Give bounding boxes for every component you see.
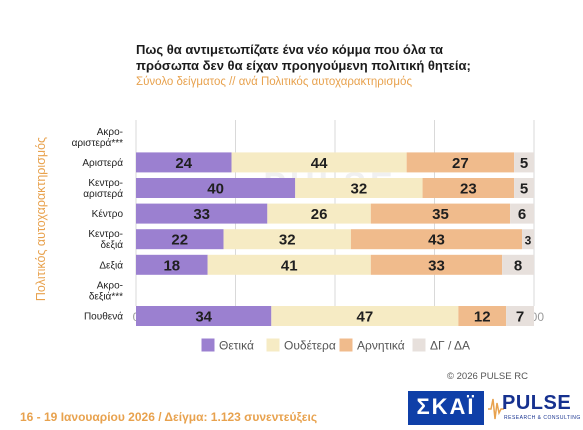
bar-segment <box>514 152 534 173</box>
data-label: 24 <box>175 155 192 172</box>
bar-segment <box>370 254 503 275</box>
data-label: 7 <box>516 309 524 326</box>
bar-segment <box>502 254 534 275</box>
bar-segment <box>207 254 371 275</box>
data-label: 26 <box>311 206 328 223</box>
skai-logo: ΣΚΑΪ <box>408 391 484 425</box>
category-label-line: Κεντρο- <box>88 178 123 189</box>
data-label: 32 <box>351 181 368 198</box>
category-label-line: Κέντρο <box>92 208 124 220</box>
category-label-line: Ακρο- <box>97 280 123 291</box>
data-label: 40 <box>207 181 224 198</box>
category-label: Αριστερά <box>82 157 123 169</box>
pulse-wave-icon <box>488 398 504 420</box>
legend-swatch <box>201 338 215 352</box>
category-label-line: δεξιά*** <box>89 290 123 302</box>
bar-segment <box>136 229 224 250</box>
bar-segment <box>510 203 534 224</box>
data-label: 43 <box>428 232 445 249</box>
bar-segment <box>370 203 511 224</box>
bar-segment <box>231 152 407 173</box>
data-label: 23 <box>460 181 477 198</box>
category-label-line: αριστερά*** <box>72 137 124 149</box>
category-label: Πουθενά <box>84 311 123 323</box>
category-label: Δεξιά <box>99 259 123 271</box>
bar-segment <box>223 229 351 250</box>
bar-segment <box>350 229 523 250</box>
bar-segment <box>406 152 515 173</box>
category-label: Κεντρο-αριστερά <box>83 178 123 200</box>
data-label: 22 <box>171 232 188 249</box>
y-axis-title: Πολιτικός αυτοχαρακτηρισμός <box>34 137 48 301</box>
bar-segment <box>295 178 423 198</box>
legend-swatch <box>266 338 280 352</box>
bar-segment <box>458 306 507 326</box>
data-label: 5 <box>520 181 528 198</box>
bar-segment <box>267 203 371 224</box>
category-label: Ακρο-δεξιά*** <box>89 280 123 302</box>
legend-swatch <box>339 338 353 352</box>
category-label: Ακρο-αριστερά*** <box>72 127 124 149</box>
data-label: 8 <box>514 257 522 274</box>
data-label: 34 <box>195 309 212 326</box>
chart-title: Πως θα αντιμετωπίζατε ένα νέο κόμμα που … <box>136 42 556 74</box>
copyright-text: © 2026 PULSE RC <box>447 371 528 382</box>
footer-survey-info: 16 - 19 Ιανουαρίου 2026 / Δείγμα: 1.123 … <box>20 410 318 424</box>
legend-label: Θετικά <box>219 339 254 353</box>
skai-logo-text: ΣΚΑΪ <box>416 394 476 419</box>
bar-segment <box>506 306 534 326</box>
data-label: 5 <box>520 155 528 172</box>
bar-segment <box>422 178 515 198</box>
data-label: 47 <box>357 309 374 326</box>
category-label-line: Κεντρο- <box>88 229 123 240</box>
bar-segment <box>136 152 232 173</box>
legend-swatch <box>412 338 426 352</box>
legend-label: Αρνητικά <box>357 339 405 353</box>
category-label-line: Πουθενά <box>84 311 123 323</box>
chart-title-line-1: Πως θα αντιμετωπίζατε ένα νέο κόμμα που … <box>136 42 443 57</box>
legend-label: Ουδέτερα <box>284 339 336 353</box>
bar-segment <box>136 306 272 326</box>
data-label: 44 <box>311 155 328 172</box>
bar-segment <box>514 178 534 198</box>
data-label: 6 <box>518 206 526 223</box>
bar-segment <box>522 229 534 250</box>
data-label: 18 <box>163 257 180 274</box>
category-label: Κέντρο <box>92 208 124 220</box>
chart-title-line-2: πρόσωπα δεν θα είχαν προηγούμενη πολιτικ… <box>136 58 471 73</box>
bar-segment <box>136 203 268 224</box>
pulse-logo-text: PULSE <box>502 392 572 414</box>
category-label-line: Αριστερά <box>82 157 123 169</box>
data-label: 35 <box>432 206 449 223</box>
chart-subtitle: Σύνολο δείγματος // ανά Πολιτικός αυτοχα… <box>136 76 412 88</box>
bar-segment <box>136 254 208 275</box>
category-label-line: αριστερά <box>83 188 123 200</box>
data-label: 12 <box>474 309 491 326</box>
bar-segment <box>136 178 296 198</box>
category-label-line: Ακρο- <box>97 127 123 138</box>
data-label: 33 <box>193 206 210 223</box>
legend-label: ΔΓ / ΔΑ <box>430 339 470 353</box>
category-label-line: δεξιά <box>100 239 123 251</box>
data-label: 3 <box>525 234 532 248</box>
data-label: 41 <box>281 257 298 274</box>
pulse-logo-subtext: RESEARCH & CONSULTING <box>504 415 581 421</box>
pulse-logo: PULSE RESEARCH & CONSULTING <box>488 391 580 425</box>
data-label: 27 <box>452 155 469 172</box>
category-label-line: Δεξιά <box>99 259 123 271</box>
category-label: Κεντρο-δεξιά <box>88 229 123 251</box>
data-label: 32 <box>279 232 296 249</box>
bar-segment <box>271 306 459 326</box>
data-label: 33 <box>428 257 445 274</box>
